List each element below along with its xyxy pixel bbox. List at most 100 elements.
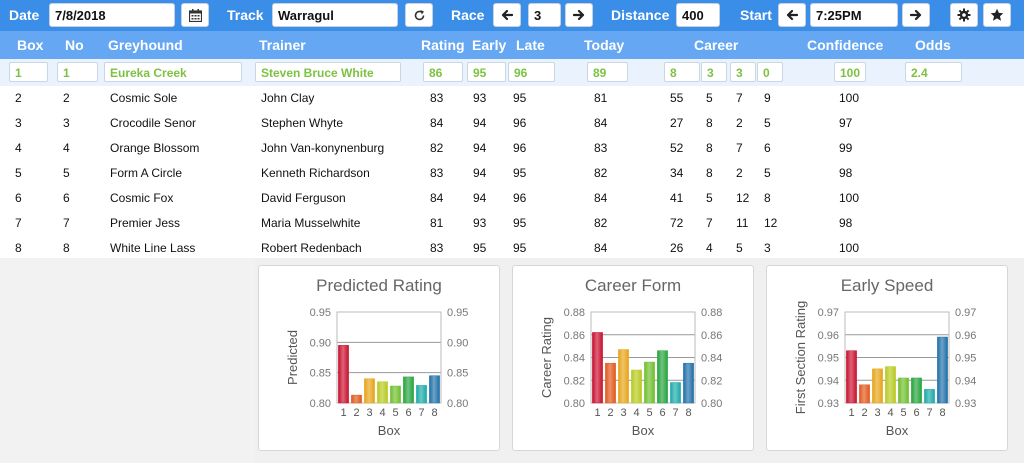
table-row[interactable]: 8 8 White Line Lass Robert Redenbach 83 … — [0, 236, 1024, 261]
col-confidence[interactable]: Confidence — [807, 37, 884, 53]
start-prev-button[interactable] — [778, 3, 806, 27]
refresh-button[interactable] — [405, 3, 433, 27]
cell-early: 94 — [473, 141, 487, 155]
sel-career-1-field[interactable]: 8 — [664, 62, 700, 82]
sel-rating-field[interactable]: 86 — [423, 62, 463, 82]
col-box[interactable]: Box — [17, 37, 44, 53]
cell-trainer: Maria Musselwhite — [261, 216, 361, 230]
cell-career-4: 3 — [764, 241, 771, 255]
chart-bar — [859, 384, 870, 404]
cell-greyhound: White Line Lass — [110, 241, 196, 255]
sel-career-2-field[interactable]: 3 — [701, 62, 727, 82]
table-row[interactable]: 5 5 Form A Circle Kenneth Richardson 83 … — [0, 161, 1024, 186]
table-row[interactable]: 3 3 Crocodile Senor Stephen Whyte 84 94 … — [0, 111, 1024, 136]
date-field[interactable]: 7/8/2018 — [49, 3, 175, 27]
start-next-button[interactable] — [902, 3, 930, 27]
table-row[interactable]: 4 4 Orange Blossom John Van-konynenburg … — [0, 136, 1024, 161]
empty-panel — [0, 258, 255, 463]
col-late[interactable]: Late — [516, 37, 545, 53]
cell-box: 4 — [15, 141, 22, 155]
distance-field[interactable]: 400 — [676, 3, 720, 27]
cell-today: 84 — [594, 191, 608, 205]
arrow-left-icon — [501, 9, 513, 21]
cell-no: 4 — [63, 141, 70, 155]
chart-title: Early Speed — [840, 276, 934, 295]
sel-career-3-field[interactable]: 3 — [730, 62, 756, 82]
table-row[interactable]: 6 6 Cosmic Fox David Ferguson 84 94 96 8… — [0, 186, 1024, 211]
race-label: Race — [451, 7, 485, 23]
cell-career-2: 8 — [706, 166, 713, 180]
race-field[interactable]: 3 — [528, 3, 561, 27]
y-axis-label: First Section Rating — [793, 301, 808, 414]
cell-box: 6 — [15, 191, 22, 205]
x-tick-label: 7 — [672, 407, 678, 419]
chart-bar — [657, 350, 668, 404]
cell-career-1: 55 — [670, 91, 684, 105]
chart-bar — [605, 362, 616, 404]
col-trainer[interactable]: Trainer — [259, 37, 306, 53]
x-tick-label: 4 — [633, 407, 639, 419]
sel-late-field[interactable]: 96 — [508, 62, 555, 82]
cell-rating: 83 — [430, 91, 444, 105]
cell-late: 96 — [513, 191, 527, 205]
selected-table-row[interactable]: 1 1 Eureka Creek Steven Bruce White 86 9… — [0, 59, 1024, 86]
y-tick-label-left: 0.85 — [310, 368, 331, 380]
y-tick-label-right: 0.88 — [701, 307, 722, 319]
race-next-button[interactable] — [565, 3, 593, 27]
early-speed-chart: Early Speed 0.97 0.97 0.96 0.96 0.95 0.95 0.94… — [766, 265, 1008, 451]
col-rating[interactable]: Rating — [421, 37, 465, 53]
cell-greyhound: Form A Circle — [110, 166, 183, 180]
cell-career-4: 12 — [764, 216, 778, 230]
y-tick-label-right: 0.95 — [447, 307, 468, 319]
chart-bar — [416, 385, 427, 404]
chart-bar — [846, 350, 857, 404]
sel-odds-field[interactable]: 2.4 — [905, 62, 962, 82]
y-tick-label-right: 0.85 — [447, 368, 468, 380]
cell-confidence: 97 — [839, 116, 853, 130]
sel-box-field[interactable]: 1 — [9, 62, 48, 82]
col-no[interactable]: No — [65, 37, 84, 53]
sel-confidence-field[interactable]: 100 — [834, 62, 866, 82]
y-tick-label-left: 0.88 — [564, 307, 585, 319]
x-tick-label: 6 — [405, 407, 411, 419]
table-header: Box No Greyhound Trainer Rating Early La… — [0, 31, 1024, 59]
sel-no-field[interactable]: 1 — [57, 62, 98, 82]
sel-career-4-field[interactable]: 0 — [757, 62, 783, 82]
start-time-field[interactable]: 7:25PM — [810, 3, 898, 27]
cell-trainer: Kenneth Richardson — [261, 166, 370, 180]
date-label: Date — [9, 7, 40, 23]
sel-greyhound-field[interactable]: Eureka Creek — [104, 62, 242, 82]
favorite-button[interactable] — [983, 3, 1011, 27]
sel-today-field[interactable]: 89 — [587, 62, 628, 82]
chart-title: Career Form — [584, 276, 682, 295]
cell-career-3: 5 — [736, 241, 743, 255]
cell-greyhound: Crocodile Senor — [110, 116, 197, 130]
cell-career-4: 8 — [764, 191, 771, 205]
col-today[interactable]: Today — [584, 37, 625, 53]
cell-greyhound: Cosmic Fox — [110, 191, 174, 205]
cell-late: 95 — [513, 241, 527, 255]
x-tick-label: 8 — [431, 407, 437, 419]
cell-early: 95 — [473, 241, 487, 255]
col-early[interactable]: Early — [472, 37, 507, 53]
cell-career-4: 9 — [764, 91, 771, 105]
calendar-button[interactable] — [181, 3, 209, 27]
col-greyhound[interactable]: Greyhound — [108, 37, 183, 53]
y-tick-label-right: 0.90 — [447, 337, 468, 349]
track-field[interactable]: Warragul — [272, 3, 398, 27]
y-tick-label-right: 0.80 — [701, 398, 722, 410]
cell-late: 95 — [513, 216, 527, 230]
sel-trainer-field[interactable]: Steven Bruce White — [255, 62, 401, 82]
table-row[interactable]: 7 7 Premier Jess Maria Musselwhite 81 93… — [0, 211, 1024, 236]
cell-career-3: 2 — [736, 116, 743, 130]
col-odds[interactable]: Odds — [915, 37, 951, 53]
cell-confidence: 100 — [839, 91, 860, 105]
table-row[interactable]: 2 2 Cosmic Sole John Clay 83 93 95 81 55… — [0, 86, 1024, 111]
race-prev-button[interactable] — [493, 3, 521, 27]
y-tick-label-right: 0.95 — [955, 353, 976, 365]
col-career[interactable]: Career — [694, 37, 739, 53]
x-tick-label: 8 — [685, 407, 691, 419]
cell-today: 83 — [594, 141, 608, 155]
sel-early-field[interactable]: 95 — [467, 62, 506, 82]
settings-button[interactable] — [950, 3, 978, 27]
